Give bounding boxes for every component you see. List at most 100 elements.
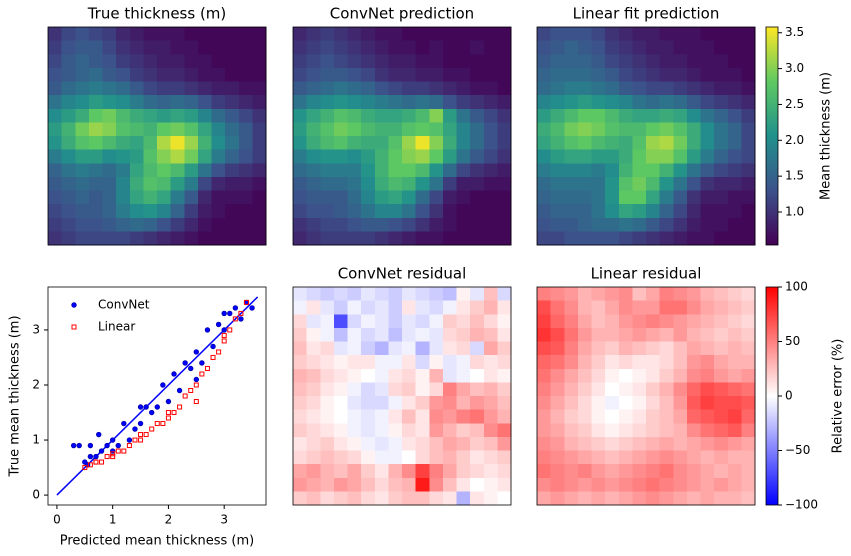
- heatmap-cell: [143, 81, 158, 96]
- heatmap-cell: [483, 477, 498, 492]
- heatmap-cell: [577, 54, 592, 69]
- heatmap-cell: [497, 40, 512, 55]
- heatmap-cell: [402, 136, 417, 151]
- heatmap-cell: [374, 95, 389, 110]
- heatmap-cell: [252, 81, 267, 96]
- heatmap-cell: [306, 136, 321, 151]
- heatmap-cell: [361, 122, 376, 137]
- heatmap-cell: [659, 204, 674, 219]
- heatmap-cell: [646, 95, 661, 110]
- heatmap-cell: [293, 355, 308, 370]
- heatmap-cell: [741, 314, 756, 329]
- heatmap-cell: [673, 81, 688, 96]
- scatter-point: [215, 321, 222, 328]
- heatmap-cell: [429, 217, 444, 232]
- heatmap-cell: [537, 341, 552, 356]
- heatmap-cell: [700, 423, 715, 438]
- heatmap-cell: [483, 27, 498, 42]
- heatmap-cell: [497, 327, 512, 342]
- heatmap-cell: [143, 217, 158, 232]
- heatmap-cell: [442, 382, 457, 397]
- heatmap-cell: [361, 108, 376, 123]
- heatmap-cell: [727, 300, 742, 315]
- heatmap-cell: [727, 382, 742, 397]
- heatmap-cell: [333, 423, 348, 438]
- heatmap-cell: [102, 149, 117, 164]
- heatmap-cell: [129, 176, 144, 191]
- heatmap-cell: [170, 231, 185, 246]
- heatmap-cell: [686, 149, 701, 164]
- heatmap-cell: [225, 176, 240, 191]
- heatmap-cell: [741, 287, 756, 302]
- heatmap-cell: [429, 204, 444, 219]
- heatmap-cell: [347, 314, 362, 329]
- heatmap-cell: [577, 176, 592, 191]
- scatter-point: [199, 360, 205, 366]
- heatmap-cell: [442, 40, 457, 55]
- heatmap-cell: [632, 163, 647, 178]
- heatmap-cell: [537, 300, 552, 315]
- heatmap-cell: [388, 231, 403, 246]
- heatmap-cell: [577, 341, 592, 356]
- y-tick-label: 0: [32, 488, 40, 502]
- heatmap-cell: [456, 450, 471, 465]
- heatmap-cell: [686, 217, 701, 232]
- heatmap-cell: [605, 217, 620, 232]
- scatter-point: [188, 387, 194, 393]
- scatter-point: [238, 316, 244, 322]
- heatmap-cell: [646, 40, 661, 55]
- heatmap-cell: [374, 327, 389, 342]
- heatmap-cell: [429, 40, 444, 55]
- heatmap-cell: [415, 149, 430, 164]
- colorbar-tick-label: 100: [785, 280, 808, 294]
- heatmap-cell: [75, 136, 90, 151]
- heatmap-cell: [632, 204, 647, 219]
- heatmap-cell: [129, 122, 144, 137]
- heatmap-cell: [741, 176, 756, 191]
- heatmap-cell: [537, 423, 552, 438]
- heatmap-cell: [646, 327, 661, 342]
- heatmap-cell: [388, 368, 403, 383]
- heatmap-cell: [497, 67, 512, 82]
- heatmap-cell: [741, 149, 756, 164]
- scatter-point: [210, 343, 216, 350]
- scatter-point: [126, 443, 132, 449]
- heatmap-cell: [497, 163, 512, 178]
- heatmap-cell: [306, 423, 321, 438]
- heatmap-cell: [347, 190, 362, 205]
- scatter-point: [249, 305, 255, 311]
- heatmap-cell: [700, 190, 715, 205]
- heatmap-cell: [61, 136, 76, 151]
- heatmap-cell: [686, 190, 701, 205]
- legend-label: ConvNet: [98, 298, 150, 312]
- heatmap-cell: [714, 436, 729, 451]
- heatmap-cell: [333, 450, 348, 465]
- scatter-point: [182, 360, 188, 366]
- heatmap-cell: [157, 81, 172, 96]
- heatmap-cell: [741, 355, 756, 370]
- heatmap-cell: [442, 54, 457, 69]
- heatmap-cell: [320, 136, 335, 151]
- heatmap-cell: [75, 217, 90, 232]
- heatmap-cell: [157, 163, 172, 178]
- heatmap-cell: [211, 81, 226, 96]
- heatmap-cell: [632, 341, 647, 356]
- heatmap-cell: [402, 217, 417, 232]
- heatmap-cell: [618, 368, 633, 383]
- heatmap-cell: [577, 149, 592, 164]
- heatmap-cell: [293, 300, 308, 315]
- heatmap-cell: [374, 163, 389, 178]
- heatmap-cell: [347, 436, 362, 451]
- heatmap-cell: [402, 436, 417, 451]
- heatmap-cell: [225, 149, 240, 164]
- heatmap-cell: [374, 231, 389, 246]
- heatmap-cell: [577, 355, 592, 370]
- heatmap-cell: [591, 27, 606, 42]
- heatmap-cell: [550, 327, 565, 342]
- heatmap-cell: [102, 204, 117, 219]
- heatmap-cell: [157, 122, 172, 137]
- heatmap-cell: [550, 40, 565, 55]
- heatmap-cell: [388, 176, 403, 191]
- heatmap-cell: [686, 287, 701, 302]
- heatmap-cell: [673, 423, 688, 438]
